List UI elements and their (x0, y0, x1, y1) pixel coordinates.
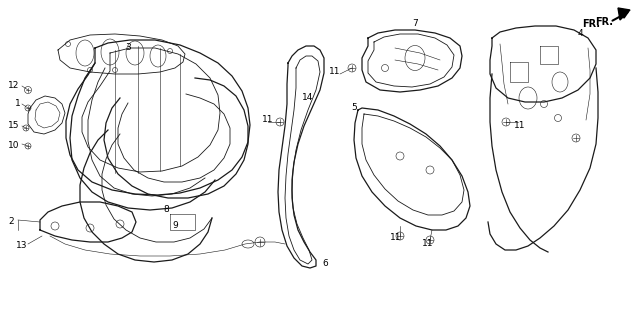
Text: 4: 4 (577, 30, 583, 38)
Text: 7: 7 (412, 19, 418, 29)
Text: 11: 11 (390, 233, 402, 243)
Text: 1: 1 (15, 100, 21, 108)
Text: 12: 12 (8, 81, 20, 91)
Text: FR.: FR. (582, 19, 600, 29)
Text: 5: 5 (351, 103, 357, 113)
Text: 11: 11 (329, 67, 340, 77)
Text: 13: 13 (16, 241, 28, 251)
Text: 2: 2 (8, 218, 14, 226)
Text: 15: 15 (8, 121, 20, 130)
Text: FR.: FR. (595, 17, 613, 27)
Text: 11: 11 (515, 121, 525, 130)
Text: 11: 11 (262, 115, 274, 125)
Text: 6: 6 (322, 259, 328, 268)
Text: 11: 11 (422, 239, 434, 248)
Text: 10: 10 (8, 142, 20, 150)
Text: 9: 9 (172, 222, 178, 231)
Polygon shape (618, 8, 630, 20)
Text: 14: 14 (302, 93, 314, 102)
Text: 3: 3 (125, 44, 131, 52)
Text: 8: 8 (163, 205, 169, 215)
